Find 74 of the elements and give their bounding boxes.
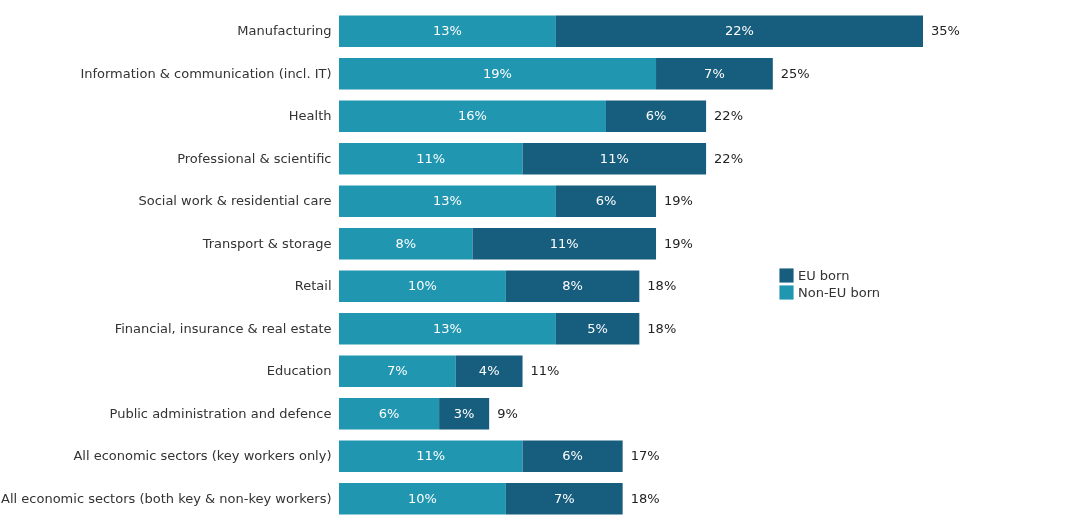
bar — [656, 58, 773, 90]
total-label: 19% — [664, 235, 693, 251]
data-label: 6% — [562, 448, 583, 464]
data-label: 6% — [645, 108, 667, 124]
data-label: 13% — [433, 23, 462, 39]
data-label: 10% — [407, 278, 437, 294]
bar — [339, 185, 556, 217]
y-tick-label: Professional & scientific — [177, 150, 332, 166]
y-tick-label: Social work & residential care — [138, 193, 332, 209]
data-label: 19% — [483, 65, 512, 81]
bar — [439, 398, 490, 430]
bar — [455, 355, 523, 387]
data-label: 6% — [378, 405, 400, 421]
total-label: 17% — [630, 448, 660, 464]
bar — [339, 270, 506, 302]
data-label: 8% — [562, 278, 583, 294]
legend-label: EU born — [798, 267, 850, 283]
data-label: 4% — [478, 363, 500, 379]
y-tick-label: All economic sectors (both key & non-key workers) — [1, 490, 332, 506]
bar — [339, 58, 657, 90]
legend-label: Non-EU born — [798, 284, 881, 300]
bar — [555, 313, 640, 345]
data-label: 6% — [595, 193, 617, 209]
total-label: 18% — [630, 490, 660, 506]
data-label: 13% — [433, 320, 462, 336]
y-tick-label: Public administration and defence — [109, 405, 332, 421]
bar — [472, 228, 657, 260]
y-tick-label: Health — [288, 108, 332, 124]
data-label: 3% — [453, 405, 475, 421]
bar — [555, 185, 657, 217]
data-label: 11% — [549, 235, 579, 251]
total-label: 35% — [931, 23, 960, 39]
total-label: 18% — [647, 320, 677, 336]
data-label: 7% — [553, 490, 575, 506]
bar — [555, 15, 923, 47]
total-label: 11% — [530, 363, 560, 379]
data-label: 16% — [458, 108, 487, 124]
bar — [505, 270, 640, 302]
bar — [505, 483, 623, 515]
y-tick-label: Retail — [294, 278, 332, 294]
total-label: 19% — [664, 193, 693, 209]
bar — [339, 15, 556, 47]
bar — [522, 143, 707, 175]
y-tick-label: Transport & storage — [201, 235, 332, 251]
data-label: 8% — [395, 235, 417, 251]
bar — [522, 440, 623, 472]
data-label: 10% — [407, 490, 437, 506]
total-label: 22% — [714, 150, 743, 166]
bar — [605, 100, 707, 132]
bar — [339, 313, 556, 345]
bar — [339, 100, 606, 132]
data-label: 5% — [587, 320, 608, 336]
data-label: 11% — [416, 448, 446, 464]
data-label: 11% — [599, 150, 629, 166]
y-tick-label: Education — [266, 363, 332, 379]
data-label: 11% — [416, 150, 446, 166]
y-tick-label: Financial, insurance & real estate — [114, 320, 332, 336]
data-label: 22% — [725, 23, 754, 39]
total-label: 18% — [647, 278, 677, 294]
bar — [339, 398, 440, 430]
bar — [339, 228, 473, 260]
total-label: 25% — [780, 65, 810, 81]
data-label: 7% — [387, 363, 408, 379]
total-label: 9% — [497, 405, 518, 421]
y-tick-label: Manufacturing — [237, 23, 332, 39]
total-label: 22% — [714, 108, 743, 124]
y-tick-label: All economic sectors (key workers only) — [73, 448, 332, 464]
bar — [339, 143, 523, 175]
bar — [339, 355, 456, 387]
bar — [339, 483, 506, 515]
y-tick-label: Information & communication (incl. IT) — [80, 65, 332, 81]
bar — [339, 440, 523, 472]
data-label: 13% — [433, 193, 462, 209]
data-label: 7% — [704, 65, 725, 81]
